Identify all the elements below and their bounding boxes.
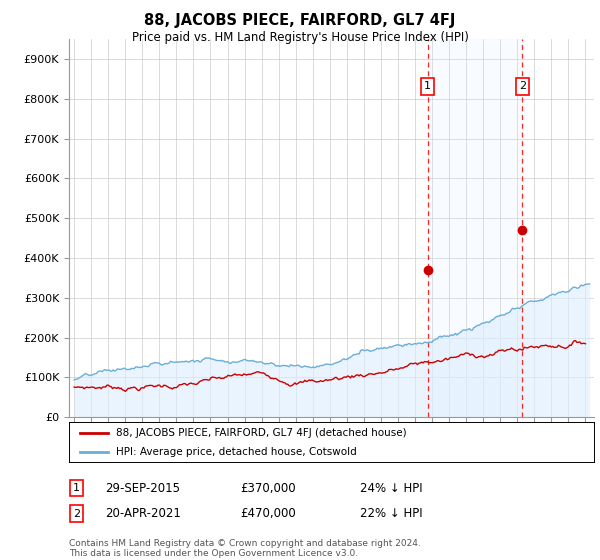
Text: 22% ↓ HPI: 22% ↓ HPI [360, 507, 422, 520]
Text: £370,000: £370,000 [240, 482, 296, 495]
Text: 24% ↓ HPI: 24% ↓ HPI [360, 482, 422, 495]
Text: Contains HM Land Registry data © Crown copyright and database right 2024.
This d: Contains HM Land Registry data © Crown c… [69, 539, 421, 558]
Text: £470,000: £470,000 [240, 507, 296, 520]
Text: Price paid vs. HM Land Registry's House Price Index (HPI): Price paid vs. HM Land Registry's House … [131, 31, 469, 44]
Text: HPI: Average price, detached house, Cotswold: HPI: Average price, detached house, Cots… [116, 447, 357, 457]
Text: 1: 1 [73, 483, 80, 493]
Text: 2: 2 [519, 81, 526, 91]
Bar [428, 39, 523, 417]
Text: 2: 2 [73, 508, 80, 519]
Text: 88, JACOBS PIECE, FAIRFORD, GL7 4FJ (detached house): 88, JACOBS PIECE, FAIRFORD, GL7 4FJ (det… [116, 428, 407, 438]
Text: 20-APR-2021: 20-APR-2021 [105, 507, 181, 520]
Text: 88, JACOBS PIECE, FAIRFORD, GL7 4FJ: 88, JACOBS PIECE, FAIRFORD, GL7 4FJ [145, 13, 455, 28]
Text: 29-SEP-2015: 29-SEP-2015 [105, 482, 180, 495]
Text: 1: 1 [424, 81, 431, 91]
